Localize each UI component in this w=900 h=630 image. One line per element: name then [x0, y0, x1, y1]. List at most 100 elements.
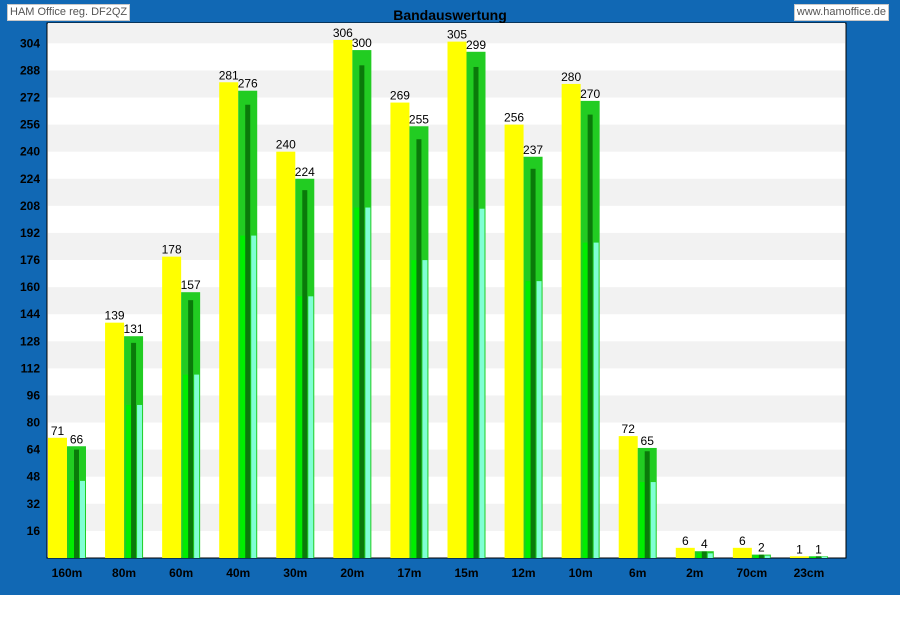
bar-series-2-inner-light	[810, 556, 817, 558]
data-label-series-1: 280	[561, 70, 581, 84]
bar-series-1	[219, 82, 239, 558]
x-tick-label: 40m	[226, 566, 250, 580]
data-label-series-1: 178	[162, 243, 182, 257]
bar-chart: 1632486480961121281441601761922082242402…	[20, 22, 847, 580]
bar-series-2-inner-light	[696, 553, 703, 558]
bar-series-1	[333, 39, 353, 559]
bar-series-2-inner-dark	[131, 342, 137, 558]
y-tick-label: 240	[20, 145, 40, 159]
data-label-series-2: 299	[466, 38, 486, 52]
bar-series-2-inner-cyan	[821, 556, 827, 558]
x-axis-labels: 160m 80m 60m 40m 30m 20m 17m 15m 12m 10m 6m 2m 70cm 2…	[52, 566, 825, 580]
x-tick-label: 17m	[397, 566, 421, 580]
bar-series-2-inner-light	[525, 281, 532, 558]
bar-series-2-inner-dark	[758, 554, 764, 558]
data-label-series-2: 131	[124, 322, 144, 336]
x-tick-label: 23cm	[794, 566, 825, 580]
bar-series-2-inner-dark	[473, 66, 479, 558]
y-tick-label: 112	[21, 361, 41, 375]
bar-series-1	[48, 437, 67, 558]
bar-series-1	[789, 556, 809, 558]
y-tick-label: 256	[20, 118, 40, 132]
y-tick-label: 64	[27, 443, 41, 457]
data-label-series-1: 139	[105, 309, 125, 323]
bar-series-1	[561, 83, 581, 558]
x-tick-label: 15m	[454, 566, 478, 580]
bar-series-2-inner-cyan	[194, 374, 200, 558]
bars	[48, 39, 828, 559]
data-label-series-2: 2	[758, 541, 765, 555]
x-tick-label: 70cm	[737, 566, 768, 580]
bar-series-2-inner-light	[468, 208, 475, 558]
bar-series-2-inner-light	[69, 480, 75, 558]
bar-series-2-inner-light	[183, 374, 190, 558]
data-label-series-1: 256	[504, 111, 524, 125]
data-label-series-1: 6	[739, 534, 746, 548]
data-label-series-1: 306	[333, 26, 353, 40]
data-label-series-2: 4	[701, 537, 708, 551]
y-tick-label: 288	[20, 63, 40, 77]
bar-series-2-inner-light	[753, 555, 760, 558]
bar-series-2-inner-dark	[74, 449, 79, 558]
bar-series-2-inner-dark	[530, 168, 536, 558]
bar-series-2-inner-dark	[587, 114, 593, 558]
grid-band	[48, 70, 845, 98]
y-tick-label: 144	[20, 307, 40, 321]
data-label-series-2: 255	[409, 112, 429, 126]
grid-band	[48, 23, 845, 44]
data-label-series-1: 6	[682, 534, 689, 548]
bar-series-2-inner-dark	[701, 551, 707, 558]
data-label-series-2: 276	[238, 77, 258, 91]
y-tick-label: 192	[20, 226, 40, 240]
x-tick-label: 20m	[340, 566, 364, 580]
bar-series-2-inner-cyan	[80, 480, 85, 558]
bar-series-2-inner-light	[297, 296, 304, 558]
y-tick-label: 304	[20, 36, 40, 50]
app-label: HAM Office reg. DF2QZ	[7, 4, 131, 21]
data-label-series-2: 157	[181, 278, 201, 292]
x-tick-label: 80m	[112, 566, 136, 580]
bar-series-1	[732, 547, 752, 558]
bar-series-1	[390, 102, 410, 558]
data-label-series-2: 237	[523, 143, 543, 157]
bar-series-1	[504, 124, 524, 558]
bar-series-2-inner-cyan	[650, 482, 656, 558]
data-label-series-2: 1	[815, 542, 822, 556]
data-label-series-1: 71	[51, 424, 65, 438]
bar-series-2-inner-light	[240, 235, 247, 558]
y-tick-label: 48	[27, 470, 41, 484]
bar-series-2-inner-cyan	[764, 555, 770, 558]
y-tick-label: 96	[27, 388, 41, 402]
x-tick-label: 2m	[686, 566, 703, 580]
data-label-series-1: 240	[276, 138, 296, 152]
data-labels: 7166139131178157281276240224306300269255…	[51, 26, 822, 556]
bar-series-2-inner-cyan	[365, 207, 371, 558]
x-tick-label: 6m	[629, 566, 646, 580]
data-label-series-2: 224	[295, 165, 315, 179]
bar-series-1	[162, 256, 182, 558]
bar-series-2-inner-dark	[644, 451, 650, 558]
data-label-series-1: 305	[447, 28, 467, 42]
bar-series-2-inner-cyan	[308, 296, 314, 558]
bar-series-2-inner-dark	[416, 139, 422, 558]
data-label-series-2: 66	[70, 432, 84, 446]
x-tick-label: 10m	[569, 566, 593, 580]
y-tick-label: 128	[20, 334, 40, 348]
x-tick-label: 60m	[169, 566, 193, 580]
grid-band	[48, 232, 845, 261]
bar-series-1	[276, 151, 296, 558]
y-tick-label: 80	[27, 416, 41, 430]
bar-series-2-inner-cyan	[422, 260, 428, 558]
y-tick-label: 208	[20, 199, 40, 213]
bar-series-2-inner-dark	[188, 300, 194, 558]
y-tick-label: 224	[20, 172, 40, 186]
website-label: www.hamoffice.de	[793, 4, 889, 21]
bar-series-2-inner-light	[126, 404, 133, 558]
chart-title: Bandauswertung	[393, 7, 507, 23]
grid-band	[48, 178, 845, 206]
y-tick-label: 176	[20, 253, 40, 267]
bar-series-2-inner-dark	[245, 104, 251, 559]
bar-series-2-inner-light	[411, 260, 418, 558]
bar-series-2-inner-dark	[359, 65, 365, 558]
bar-series-2-inner-cyan	[536, 281, 542, 558]
